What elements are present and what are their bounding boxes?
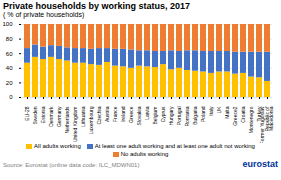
svg-text:Former YugoslavRepublic ofMace: Former YugoslavRepublic ofMacedonia: [259, 106, 274, 143]
svg-text:Germany: Germany: [56, 106, 62, 127]
svg-text:Ireland: Ireland: [120, 106, 126, 122]
svg-text:Netherlands: Netherlands: [64, 106, 70, 133]
html-text:All adults working: All adults working: [34, 143, 81, 149]
html-text:Private households by working: Private households by working status, 20…: [3, 1, 191, 11]
svg-text:Malta: Malta: [224, 106, 230, 118]
svg-text:Lithuania: Lithuania: [80, 106, 86, 127]
svg-text:0: 0: [9, 94, 13, 100]
svg-text:Estonia: Estonia: [40, 106, 46, 123]
svg-text:Latvia: Latvia: [144, 106, 150, 120]
svg-text:France: France: [112, 106, 118, 122]
html-text:At least one adult working and: At least one adult working and at least …: [94, 143, 255, 149]
html-text:Source: Eurostat (online data: Source: Eurostat (online data code: ILC_…: [3, 162, 140, 168]
svg-text:Luxembourg: Luxembourg: [88, 106, 94, 134]
svg-text:60: 60: [6, 51, 13, 57]
svg-text:Greece2: Greece2: [232, 106, 238, 125]
svg-text:Belgium: Belgium: [152, 107, 158, 125]
svg-text:Austria: Austria: [104, 106, 110, 122]
svg-text:Hungary: Hungary: [168, 106, 174, 125]
svg-text:80: 80: [6, 36, 13, 42]
svg-text:United Kingdom: United Kingdom: [72, 107, 78, 143]
svg-text:Greece: Greece: [128, 106, 134, 123]
svg-text:Slovakia: Slovakia: [136, 106, 142, 125]
svg-text:UK: UK: [216, 106, 222, 114]
html-text:No adults working: No adults working: [120, 151, 169, 157]
svg-text:Sweden: Sweden: [32, 106, 38, 124]
svg-text:Bulgaria: Bulgaria: [192, 106, 198, 125]
svg-text:Montenegro: Montenegro: [248, 106, 254, 133]
svg-text:Denmark: Denmark: [48, 106, 54, 127]
svg-text:Portugal: Portugal: [176, 107, 182, 126]
svg-text:Croatia: Croatia: [240, 106, 246, 122]
svg-text:20: 20: [6, 80, 13, 86]
html-text:eurostat: eurostat: [242, 159, 278, 169]
svg-text:40: 40: [6, 65, 13, 71]
svg-text:Czechia: Czechia: [96, 106, 102, 124]
html-text:( % of private households): ( % of private households): [3, 11, 85, 18]
svg-text:Cyprus: Cyprus: [160, 106, 166, 122]
svg-text:Poland: Poland: [200, 106, 206, 122]
svg-text:Italy: Italy: [208, 106, 214, 116]
svg-text:Romania: Romania: [184, 106, 190, 126]
svg-text:100: 100: [3, 21, 13, 27]
svg-text:EU-28: EU-28: [24, 106, 30, 120]
